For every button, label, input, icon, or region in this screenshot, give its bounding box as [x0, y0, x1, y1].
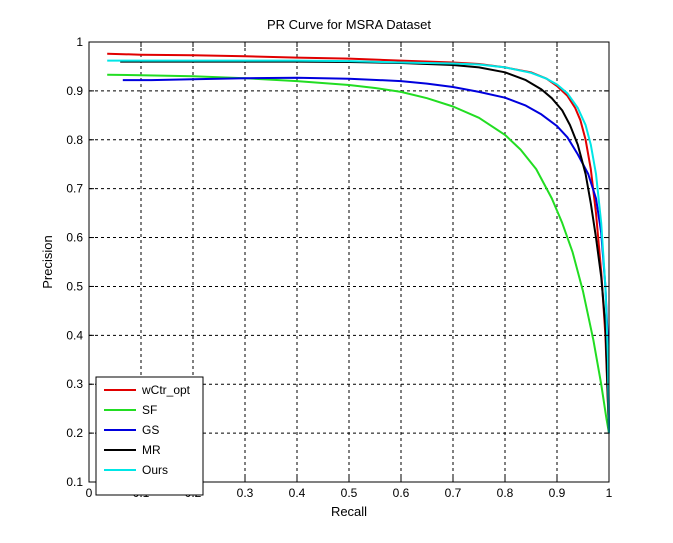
- chart-title: PR Curve for MSRA Dataset: [267, 17, 431, 32]
- x-tick-label: 1: [606, 486, 613, 500]
- y-tick-label: 0.7: [66, 182, 83, 196]
- y-tick-label: 1: [76, 35, 83, 49]
- y-tick-label: 0.1: [66, 475, 83, 489]
- series-line-gs: [122, 76, 610, 434]
- legend-label-ours: Ours: [142, 463, 168, 477]
- y-tick-label: 0.8: [66, 133, 83, 147]
- series-line-ours: [107, 59, 610, 434]
- legend: wCtr_opt SF GS MR Ours: [95, 376, 204, 496]
- legend-label-wctr-opt: wCtr_opt: [141, 383, 191, 397]
- x-tick-label: 0.6: [393, 486, 410, 500]
- legend-label-sf: SF: [142, 403, 157, 417]
- x-tick-label: 0.3: [237, 486, 254, 500]
- y-tick-label: 0.2: [66, 426, 83, 440]
- legend-box: [95, 376, 204, 496]
- y-tick-label: 0.5: [66, 279, 83, 293]
- legend-label-gs: GS: [142, 423, 159, 437]
- y-tick-label: 0.4: [66, 328, 83, 342]
- x-axis-title: Recall: [331, 504, 367, 519]
- series-line-sf: [107, 73, 610, 434]
- y-tick-label: 0.9: [66, 84, 83, 98]
- y-axis-title: Precision: [40, 235, 55, 288]
- x-tick-label: 0: [86, 486, 93, 500]
- x-tick-label: 0.4: [289, 486, 306, 500]
- series-lines: [107, 52, 610, 434]
- x-tick-label: 0.7: [445, 486, 462, 500]
- y-tick-label: 0.6: [66, 231, 83, 245]
- grid-lines: [89, 42, 609, 482]
- x-tick-label: 0.9: [549, 486, 566, 500]
- y-tick-label: 0.3: [66, 377, 83, 391]
- y-tick-labels: 0.1 0.2 0.3 0.4 0.5 0.6 0.7 0.8 0.9 1: [66, 35, 83, 489]
- x-tick-label: 0.8: [497, 486, 514, 500]
- legend-label-mr: MR: [142, 443, 161, 457]
- x-tick-label: 0.5: [341, 486, 358, 500]
